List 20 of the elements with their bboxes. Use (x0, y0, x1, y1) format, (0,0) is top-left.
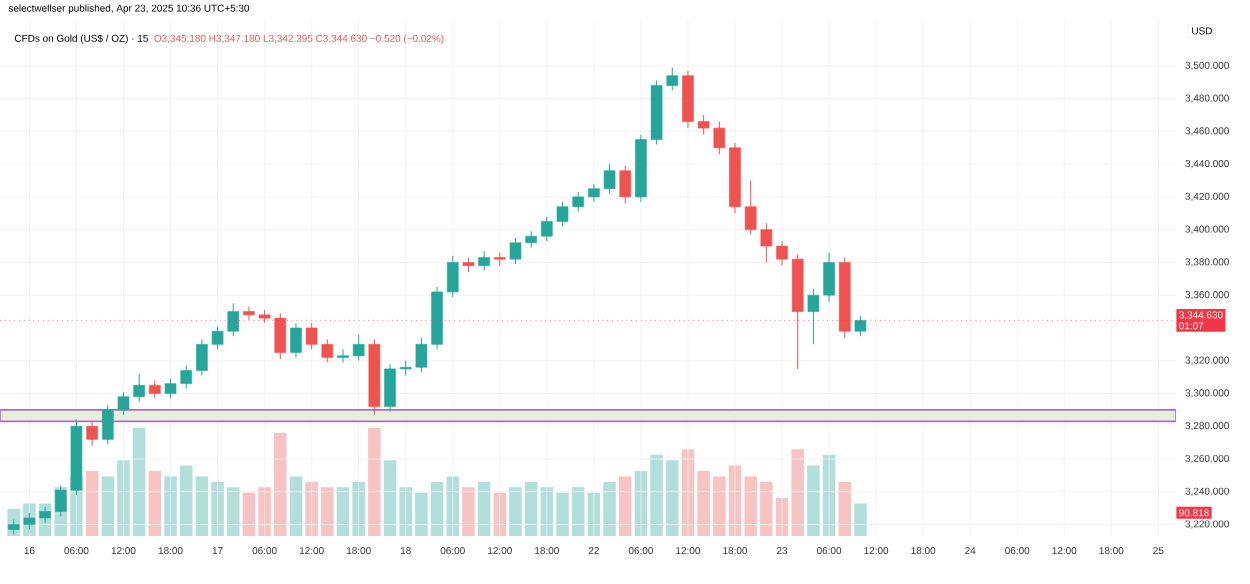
bar (148, 470, 162, 536)
candlestick (446, 255, 459, 298)
bar (618, 476, 632, 536)
bar (289, 476, 303, 536)
candlestick (478, 250, 490, 272)
candlestick (352, 334, 365, 362)
bar (838, 481, 852, 536)
bar (854, 503, 867, 536)
candlestick (776, 240, 788, 267)
candlestick (86, 420, 98, 447)
bar (368, 427, 381, 536)
candlestick (149, 379, 161, 399)
candlestick (619, 165, 632, 204)
candlestick (337, 348, 349, 363)
candlestick (384, 363, 396, 412)
bar (477, 481, 491, 536)
bar (85, 470, 99, 536)
candlestick (290, 322, 302, 358)
bar (462, 487, 475, 536)
candlestick (854, 315, 867, 337)
